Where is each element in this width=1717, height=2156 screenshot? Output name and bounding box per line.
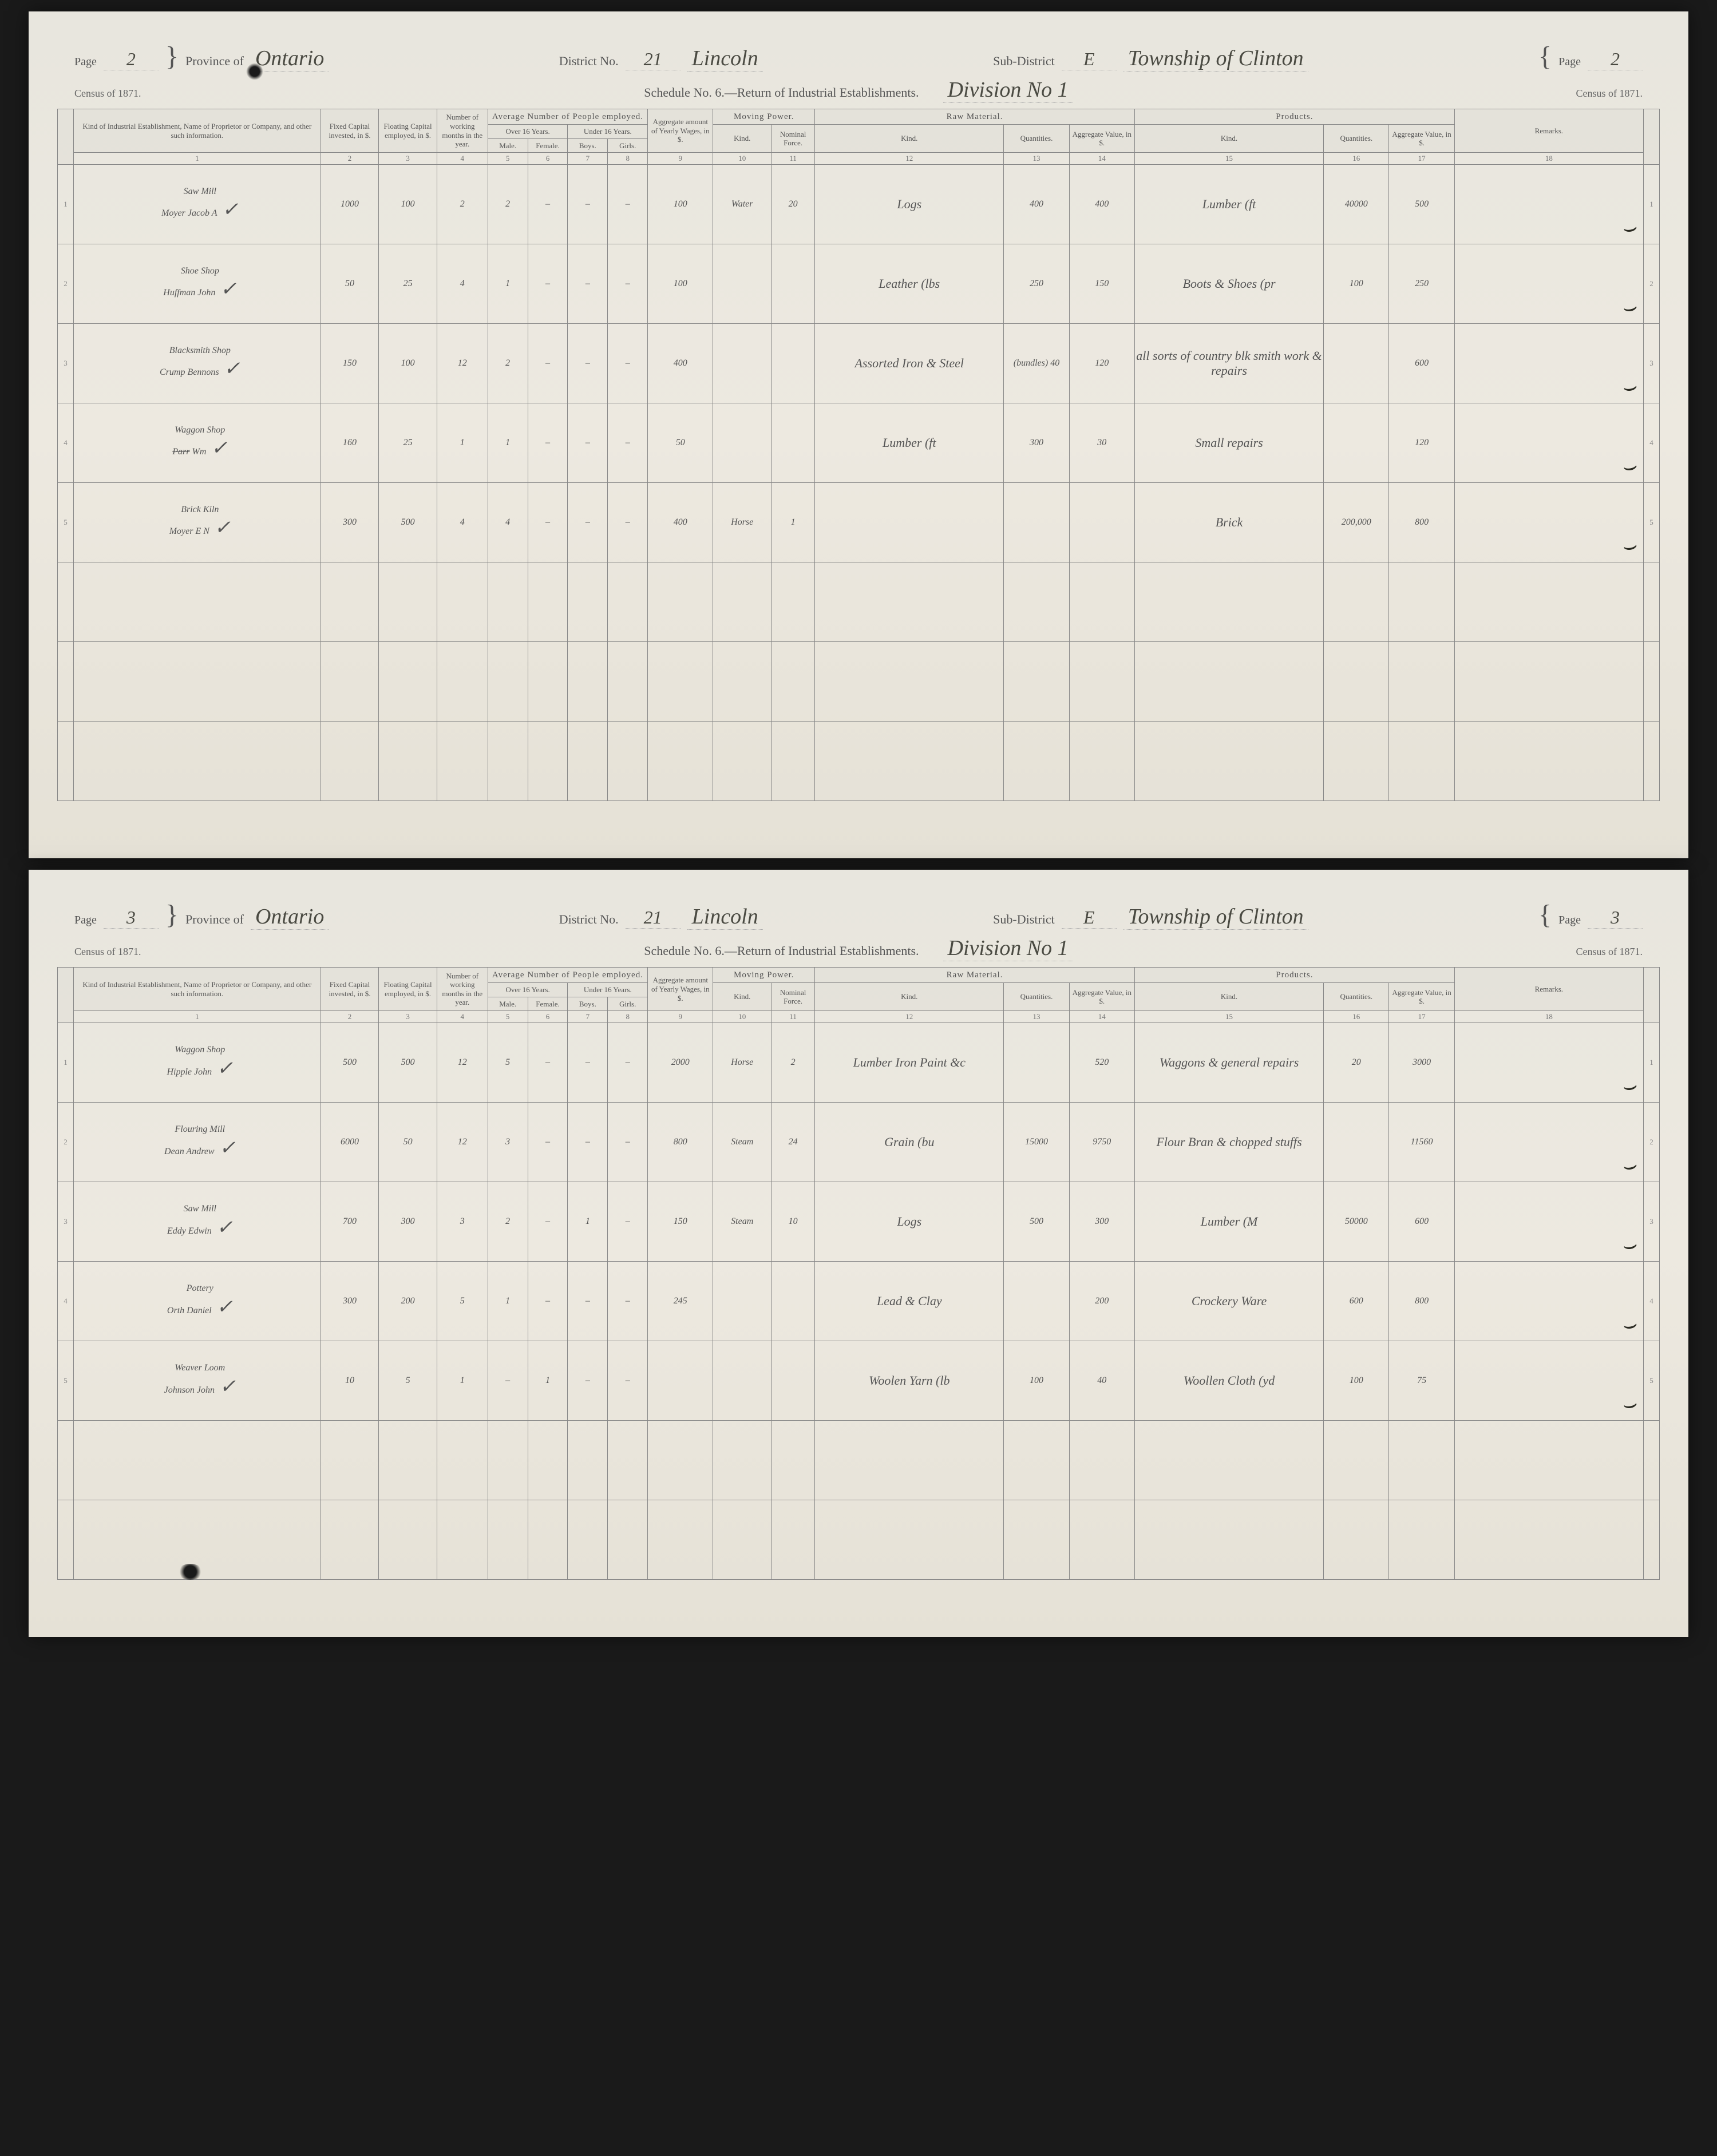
establishment-cell: Waggon ShopHipple John ✓ bbox=[73, 1023, 321, 1103]
checkmark-icon: ⌣ bbox=[1620, 1071, 1640, 1100]
province: Ontario bbox=[251, 904, 329, 930]
checkmark-icon: ⌣ bbox=[1620, 372, 1640, 401]
page-number: 3 bbox=[104, 907, 159, 929]
establishment-cell: Weaver LoomJohnson John ✓ bbox=[73, 1341, 321, 1421]
table-row: 2 Shoe ShopHuffman John ✓ 50 25 4 1 – – … bbox=[58, 244, 1660, 324]
table-row: 1 Waggon ShopHipple John ✓ 500 500 12 5 … bbox=[58, 1023, 1660, 1103]
table-row: 2 Flouring MillDean Andrew ✓ 6000 50 12 … bbox=[58, 1103, 1660, 1182]
checkmark-icon: ⌣ bbox=[1620, 292, 1640, 322]
table-row: 3 Blacksmith ShopCrump Bennons ✓ 150 100… bbox=[58, 324, 1660, 403]
establishment-cell: Brick KilnMoyer E N ✓ bbox=[73, 483, 321, 562]
table-row: 3 Saw MillEddy Edwin ✓ 700 300 3 2 – 1 –… bbox=[58, 1182, 1660, 1262]
district-no: 21 bbox=[626, 49, 681, 70]
sub-district-name: Township of Clinton bbox=[1123, 46, 1308, 72]
table-row: 1 Saw MillMoyer Jacob A ✓ 1000 100 2 2 –… bbox=[58, 165, 1660, 244]
page-number: 2 bbox=[104, 49, 159, 70]
checkmark-icon: ⌣ bbox=[1620, 1310, 1640, 1339]
establishment-cell: Waggon ShopParr Wm ✓ bbox=[73, 403, 321, 483]
establishment-cell: PotteryOrth Daniel ✓ bbox=[73, 1262, 321, 1341]
table-row: 5 Weaver LoomJohnson John ✓ 10 5 1 – 1 –… bbox=[58, 1341, 1660, 1421]
census-table: Kind of Industrial Establishment, Name o… bbox=[57, 967, 1660, 1580]
sub-district-letter: E bbox=[1062, 907, 1117, 929]
table-row: 4 Waggon ShopParr Wm ✓ 160 25 1 1 – – – … bbox=[58, 403, 1660, 483]
establishment-cell: Saw MillMoyer Jacob A ✓ bbox=[73, 165, 321, 244]
sub-district-name: Township of Clinton bbox=[1123, 904, 1308, 930]
district-no: 21 bbox=[626, 907, 681, 929]
checkmark-icon: ⌣ bbox=[1620, 451, 1640, 481]
district-name: Lincoln bbox=[687, 46, 763, 72]
division: Division No 1 bbox=[943, 77, 1073, 103]
table-row: 4 PotteryOrth Daniel ✓ 300 200 5 1 – – –… bbox=[58, 1262, 1660, 1341]
establishment-cell: Flouring MillDean Andrew ✓ bbox=[73, 1103, 321, 1182]
page-number-right: 3 bbox=[1588, 907, 1643, 929]
sub-district-letter: E bbox=[1062, 49, 1117, 70]
checkmark-icon: ⌣ bbox=[1620, 531, 1640, 560]
establishment-cell: Blacksmith ShopCrump Bennons ✓ bbox=[73, 324, 321, 403]
schedule-title: Schedule No. 6.—Return of Industrial Est… bbox=[644, 85, 919, 100]
page-number-right: 2 bbox=[1588, 49, 1643, 70]
census-table: Kind of Industrial Establishment, Name o… bbox=[57, 109, 1660, 801]
division: Division No 1 bbox=[943, 936, 1073, 961]
district-name: Lincoln bbox=[687, 904, 763, 930]
checkmark-icon: ⌣ bbox=[1620, 1230, 1640, 1259]
checkmark-icon: ⌣ bbox=[1620, 1389, 1640, 1418]
checkmark-icon: ⌣ bbox=[1620, 1151, 1640, 1180]
establishment-cell: Saw MillEddy Edwin ✓ bbox=[73, 1182, 321, 1262]
checkmark-icon: ⌣ bbox=[1620, 213, 1640, 242]
schedule-title: Schedule No. 6.—Return of Industrial Est… bbox=[644, 944, 919, 958]
table-row: 5 Brick KilnMoyer E N ✓ 300 500 4 4 – – … bbox=[58, 483, 1660, 562]
establishment-cell: Shoe ShopHuffman John ✓ bbox=[73, 244, 321, 324]
